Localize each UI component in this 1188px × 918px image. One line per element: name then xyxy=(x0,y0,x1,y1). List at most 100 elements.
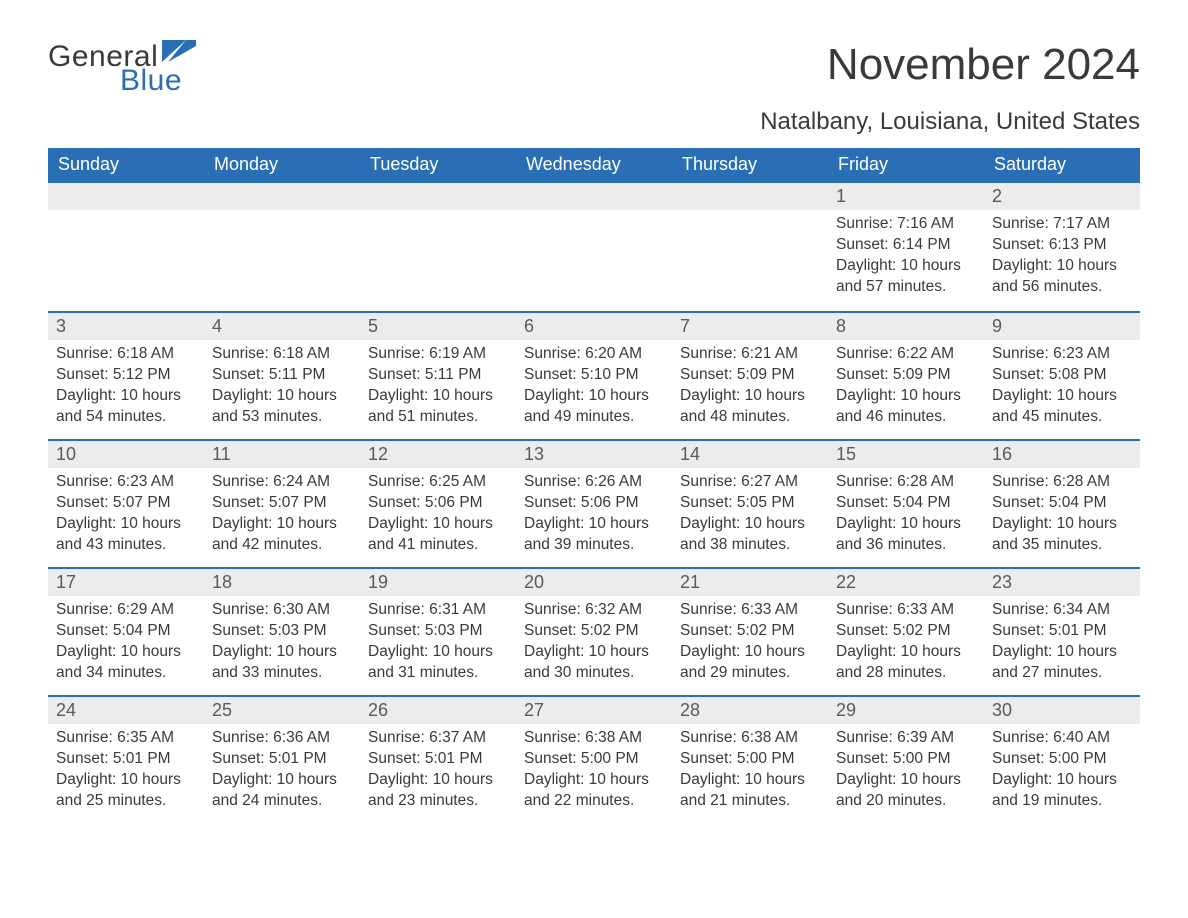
calendar-day: 5Sunrise: 6:19 AMSunset: 5:11 PMDaylight… xyxy=(360,313,516,439)
day-daylight: Daylight: 10 hours and 22 minutes. xyxy=(524,770,664,812)
day-daylight: Daylight: 10 hours and 33 minutes. xyxy=(212,642,352,684)
calendar-day: 27Sunrise: 6:38 AMSunset: 5:00 PMDayligh… xyxy=(516,697,672,823)
dow-cell: Wednesday xyxy=(516,148,672,183)
day-details: Sunrise: 6:22 AMSunset: 5:09 PMDaylight:… xyxy=(828,340,984,434)
day-details: Sunrise: 6:27 AMSunset: 5:05 PMDaylight:… xyxy=(672,468,828,562)
day-daylight: Daylight: 10 hours and 57 minutes. xyxy=(836,256,976,298)
day-number: 28 xyxy=(672,697,828,724)
calendar-day: 10Sunrise: 6:23 AMSunset: 5:07 PMDayligh… xyxy=(48,441,204,567)
day-number: 30 xyxy=(984,697,1140,724)
brand-logo: General Blue xyxy=(48,40,196,96)
day-daylight: Daylight: 10 hours and 39 minutes. xyxy=(524,514,664,556)
calendar-day: 16 Sunrise: 6:28 AMSunset: 5:04 PMDayligh… xyxy=(984,441,1140,567)
day-sunrise: Sunrise: 6:28 AM xyxy=(992,472,1132,493)
day-number: 23 xyxy=(984,569,1140,596)
calendar-day: 8Sunrise: 6:22 AMSunset: 5:09 PMDaylight… xyxy=(828,313,984,439)
day-sunrise: Sunrise: 6:40 AM xyxy=(992,728,1132,749)
calendar-day: 18Sunrise: 6:30 AMSunset: 5:03 PMDayligh… xyxy=(204,569,360,695)
day-sunrise: Sunrise: 6:30 AM xyxy=(212,600,352,621)
day-number: 10 xyxy=(48,441,204,468)
day-sunrise: Sunrise: 6:24 AM xyxy=(212,472,352,493)
day-sunset: Sunset: 5:04 PM xyxy=(992,493,1132,514)
dow-cell: Tuesday xyxy=(360,148,516,183)
calendar-day: 9Sunrise: 6:23 AMSunset: 5:08 PMDaylight… xyxy=(984,313,1140,439)
brand-text-2: Blue xyxy=(120,66,196,96)
day-number: 12 xyxy=(360,441,516,468)
day-details: Sunrise: 6:25 AMSunset: 5:06 PMDaylight:… xyxy=(360,468,516,562)
day-sunrise: Sunrise: 6:28 AM xyxy=(836,472,976,493)
day-sunrise: Sunrise: 6:39 AM xyxy=(836,728,976,749)
day-sunset: Sunset: 5:09 PM xyxy=(680,365,820,386)
day-sunrise: Sunrise: 6:27 AM xyxy=(680,472,820,493)
calendar-day: 22Sunrise: 6:33 AMSunset: 5:02 PMDayligh… xyxy=(828,569,984,695)
day-number: 17 xyxy=(48,569,204,596)
day-sunset: Sunset: 5:01 PM xyxy=(56,749,196,770)
calendar-day: 24Sunrise: 6:35 AMSunset: 5:01 PMDayligh… xyxy=(48,697,204,823)
calendar-day: 21Sunrise: 6:33 AMSunset: 5:02 PMDayligh… xyxy=(672,569,828,695)
day-details: Sunrise: 6:40 AMSunset: 5:00 PMDaylight:… xyxy=(984,724,1140,818)
day-sunset: Sunset: 5:06 PM xyxy=(368,493,508,514)
day-sunset: Sunset: 6:14 PM xyxy=(836,235,976,256)
day-daylight: Daylight: 10 hours and 45 minutes. xyxy=(992,386,1132,428)
page-title: November 2024 xyxy=(827,40,1140,90)
dow-cell: Thursday xyxy=(672,148,828,183)
day-daylight: Daylight: 10 hours and 34 minutes. xyxy=(56,642,196,684)
brand-flag-icon xyxy=(162,40,196,66)
dow-cell: Sunday xyxy=(48,148,204,183)
day-details xyxy=(48,210,204,220)
day-number: 16 xyxy=(984,441,1140,468)
calendar-day: 28Sunrise: 6:38 AMSunset: 5:00 PMDayligh… xyxy=(672,697,828,823)
day-sunrise: Sunrise: 6:18 AM xyxy=(212,344,352,365)
calendar-day xyxy=(360,183,516,311)
calendar-day: 1Sunrise: 7:16 AMSunset: 6:14 PMDaylight… xyxy=(828,183,984,311)
day-sunrise: Sunrise: 6:37 AM xyxy=(368,728,508,749)
day-number: 6 xyxy=(516,313,672,340)
calendar-day xyxy=(204,183,360,311)
day-details: Sunrise: 6:23 AMSunset: 5:07 PMDaylight:… xyxy=(48,468,204,562)
day-details: Sunrise: 6:29 AMSunset: 5:04 PMDaylight:… xyxy=(48,596,204,690)
day-details: Sunrise: 6:24 AMSunset: 5:07 PMDaylight:… xyxy=(204,468,360,562)
day-daylight: Daylight: 10 hours and 28 minutes. xyxy=(836,642,976,684)
day-details: Sunrise: 6:32 AMSunset: 5:02 PMDaylight:… xyxy=(516,596,672,690)
day-daylight: Daylight: 10 hours and 43 minutes. xyxy=(56,514,196,556)
calendar-week: 3Sunrise: 6:18 AMSunset: 5:12 PMDaylight… xyxy=(48,311,1140,439)
day-sunrise: Sunrise: 6:31 AM xyxy=(368,600,508,621)
day-details: Sunrise: 6:23 AMSunset: 5:08 PMDaylight:… xyxy=(984,340,1140,434)
day-sunrise: Sunrise: 6:32 AM xyxy=(524,600,664,621)
day-number: 29 xyxy=(828,697,984,724)
day-sunset: Sunset: 5:08 PM xyxy=(992,365,1132,386)
calendar-week: 24Sunrise: 6:35 AMSunset: 5:01 PMDayligh… xyxy=(48,695,1140,823)
day-details: Sunrise: 6:39 AMSunset: 5:00 PMDaylight:… xyxy=(828,724,984,818)
day-details xyxy=(672,210,828,220)
calendar-day: 25Sunrise: 6:36 AMSunset: 5:01 PMDayligh… xyxy=(204,697,360,823)
day-daylight: Daylight: 10 hours and 48 minutes. xyxy=(680,386,820,428)
day-details: Sunrise: 6:38 AMSunset: 5:00 PMDaylight:… xyxy=(672,724,828,818)
day-daylight: Daylight: 10 hours and 46 minutes. xyxy=(836,386,976,428)
calendar-day: 12Sunrise: 6:25 AMSunset: 5:06 PMDayligh… xyxy=(360,441,516,567)
day-daylight: Daylight: 10 hours and 51 minutes. xyxy=(368,386,508,428)
day-sunset: Sunset: 5:02 PM xyxy=(524,621,664,642)
day-details: Sunrise: 6:34 AMSunset: 5:01 PMDaylight:… xyxy=(984,596,1140,690)
day-sunrise: Sunrise: 6:25 AM xyxy=(368,472,508,493)
day-number: 26 xyxy=(360,697,516,724)
day-sunset: Sunset: 5:00 PM xyxy=(524,749,664,770)
day-sunset: Sunset: 5:07 PM xyxy=(56,493,196,514)
day-sunset: Sunset: 6:13 PM xyxy=(992,235,1132,256)
day-daylight: Daylight: 10 hours and 21 minutes. xyxy=(680,770,820,812)
day-sunset: Sunset: 5:12 PM xyxy=(56,365,196,386)
day-details: Sunrise: 6:20 AMSunset: 5:10 PMDaylight:… xyxy=(516,340,672,434)
day-sunset: Sunset: 5:01 PM xyxy=(212,749,352,770)
day-sunrise: Sunrise: 6:19 AM xyxy=(368,344,508,365)
calendar-week: 17Sunrise: 6:29 AMSunset: 5:04 PMDayligh… xyxy=(48,567,1140,695)
day-daylight: Daylight: 10 hours and 35 minutes. xyxy=(992,514,1132,556)
day-number: 5 xyxy=(360,313,516,340)
day-number: 13 xyxy=(516,441,672,468)
day-sunrise: Sunrise: 7:16 AM xyxy=(836,214,976,235)
calendar-day: 17Sunrise: 6:29 AMSunset: 5:04 PMDayligh… xyxy=(48,569,204,695)
day-details: Sunrise: 6:18 AMSunset: 5:12 PMDaylight:… xyxy=(48,340,204,434)
day-sunset: Sunset: 5:02 PM xyxy=(680,621,820,642)
day-number: 18 xyxy=(204,569,360,596)
day-of-week-header: SundayMondayTuesdayWednesdayThursdayFrid… xyxy=(48,148,1140,183)
day-sunrise: Sunrise: 6:38 AM xyxy=(524,728,664,749)
day-sunset: Sunset: 5:11 PM xyxy=(212,365,352,386)
